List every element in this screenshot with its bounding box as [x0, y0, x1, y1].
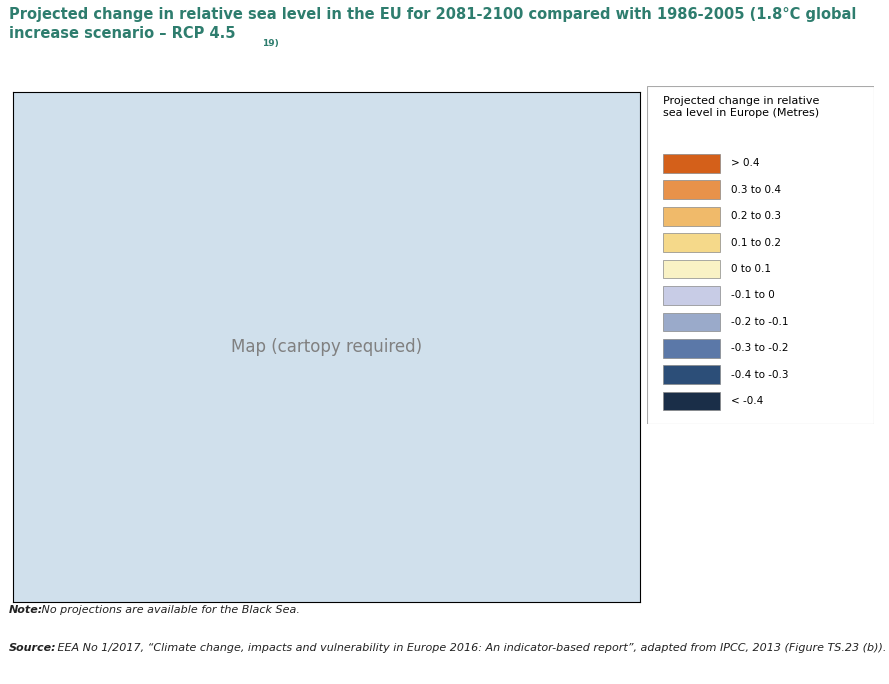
Text: EEA No 1/2017, “Climate change, impacts and vulnerability in Europe 2016: An ind: EEA No 1/2017, “Climate change, impacts …	[54, 643, 886, 653]
Text: Projected change in relative sea level in the EU for 2081-2100 compared with 198: Projected change in relative sea level i…	[9, 7, 856, 41]
Text: 0.2 to 0.3: 0.2 to 0.3	[731, 211, 781, 221]
Text: Projected change in relative
sea level in Europe (Metres): Projected change in relative sea level i…	[663, 96, 820, 118]
Text: < -0.4: < -0.4	[731, 396, 764, 406]
Text: -0.1 to 0: -0.1 to 0	[731, 291, 775, 300]
Text: 0 to 0.1: 0 to 0.1	[731, 264, 771, 274]
Bar	[663, 286, 720, 305]
Text: -0.3 to -0.2: -0.3 to -0.2	[731, 343, 789, 353]
Text: -0.4 to -0.3: -0.4 to -0.3	[731, 369, 789, 380]
Bar	[663, 181, 720, 199]
Bar	[663, 365, 720, 384]
Bar	[663, 154, 720, 172]
Text: 0.1 to 0.2: 0.1 to 0.2	[731, 237, 781, 248]
Bar	[663, 207, 720, 226]
Bar	[663, 260, 720, 278]
Text: -0.2 to -0.1: -0.2 to -0.1	[731, 317, 789, 327]
Bar	[663, 339, 720, 358]
Bar	[663, 233, 720, 252]
Bar	[663, 392, 720, 410]
Text: Note:: Note:	[9, 605, 44, 616]
Text: No projections are available for the Black Sea.: No projections are available for the Bla…	[37, 605, 300, 616]
Text: 19): 19)	[261, 39, 278, 48]
Text: Map (cartopy required): Map (cartopy required)	[231, 338, 422, 356]
Text: Source:: Source:	[9, 643, 57, 653]
Text: 0.3 to 0.4: 0.3 to 0.4	[731, 185, 781, 195]
Text: > 0.4: > 0.4	[731, 159, 759, 168]
Bar	[663, 313, 720, 331]
